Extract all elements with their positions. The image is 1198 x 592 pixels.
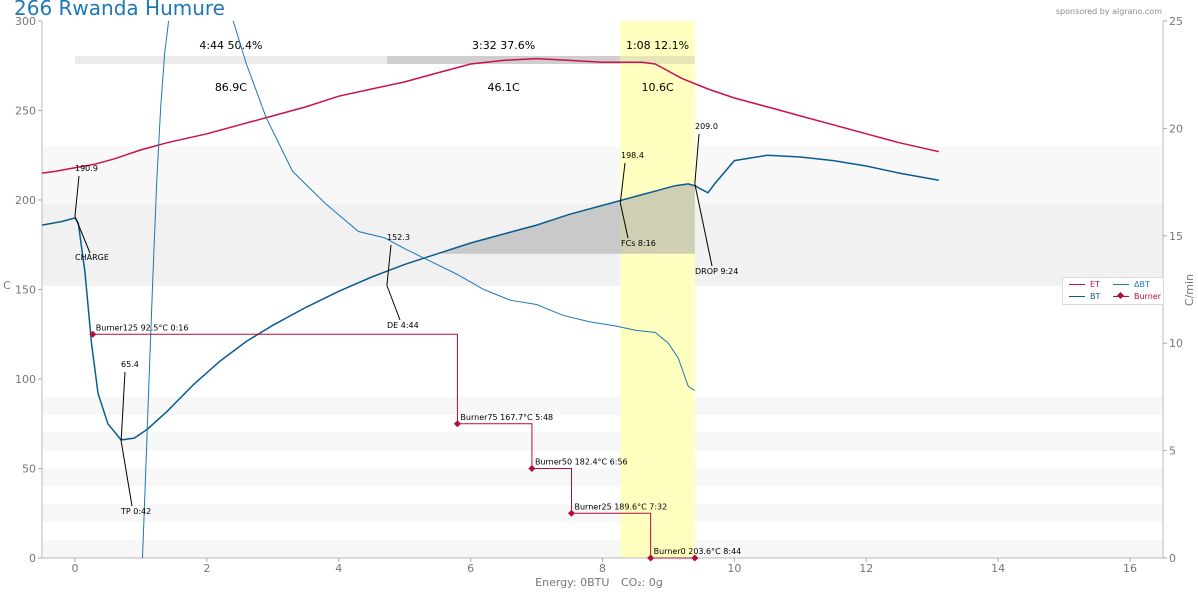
event-value-label: 198.4	[621, 151, 644, 160]
burner-marker	[567, 509, 576, 517]
bg-band-1	[42, 146, 1163, 204]
y-right-tick-label: 0	[1169, 552, 1176, 565]
bg-band-2	[42, 396, 1163, 415]
sponsor-text: sponsored by algrano.com	[1055, 7, 1162, 16]
event-leader-value	[694, 133, 700, 184]
y-right-tick-label: 15	[1169, 230, 1183, 243]
phase-delta-label: 46.1C	[487, 81, 519, 94]
event-value-label: 209.0	[695, 122, 718, 131]
co2-label: CO₂: 0g	[620, 576, 663, 589]
x-tick-label: 10	[727, 562, 741, 575]
burner-label: Burner50 182.4°C 6:56	[535, 458, 628, 467]
event-leader-value	[619, 162, 626, 203]
legend-dbt: ΔBT	[1113, 280, 1150, 289]
x-tick-label: 6	[467, 562, 474, 575]
energy-footer: Energy: 0BTU CO₂: 0g	[0, 576, 1198, 589]
burner-label: Burner75 167.7°C 5:48	[460, 413, 553, 422]
series-line-dbt	[142, 21, 696, 558]
development-area	[404, 183, 695, 254]
x-tick-label: 16	[1123, 562, 1137, 575]
y-left-tick-label: 50	[22, 463, 36, 476]
phase-delta-label: 86.9C	[215, 81, 247, 94]
legend-bt-label: BT	[1090, 292, 1101, 301]
legend-dbt-label: ΔBT	[1134, 280, 1150, 289]
page-title: 266 Rwanda Humure	[14, 0, 225, 20]
phase-delta-label: 10.6C	[641, 81, 673, 94]
x-tick-label: 0	[71, 562, 78, 575]
event-leader-label	[74, 216, 91, 254]
y-right-tick-label: 10	[1169, 337, 1183, 350]
phase-time-label: 1:08 12.1%	[626, 39, 689, 52]
y-right-axis-label: C/min	[1183, 274, 1196, 306]
legend-et: ET	[1069, 280, 1100, 289]
y-left-tick-label: 100	[15, 373, 36, 386]
x-tick-label: 2	[203, 562, 210, 575]
event-leader-value	[120, 371, 126, 441]
burner-marker	[89, 330, 97, 338]
x-tick-label: 4	[335, 562, 342, 575]
x-tick-label: 8	[599, 562, 606, 575]
event-value-label: 65.4	[121, 360, 139, 369]
y-left-axis-label: C	[3, 279, 11, 292]
legend-burner-label: Burner	[1134, 292, 1161, 301]
first-crack-band	[620, 21, 695, 558]
bg-band-4	[42, 468, 1163, 487]
y-right-tick-label: 20	[1169, 122, 1183, 135]
legend-burner: Burner	[1113, 292, 1161, 301]
burner-marker	[528, 464, 536, 473]
event-leader-label	[694, 183, 713, 267]
bg-band-3	[42, 432, 1163, 451]
y-right-tick-label: 5	[1169, 445, 1176, 458]
x-tick-label: 12	[859, 562, 873, 575]
event-leader-label	[619, 202, 629, 239]
y-left-tick-label: 200	[15, 194, 36, 207]
burner-label: Burner125 92.5°C 0:16	[96, 323, 189, 332]
phase-time-label: 3:32 37.6%	[472, 39, 535, 52]
legend-et-label: ET	[1090, 280, 1100, 289]
event-label: CHARGE	[75, 253, 109, 262]
burner-marker	[647, 554, 655, 562]
burner-marker	[691, 554, 699, 562]
burner-label: Burner25 189.6°C 7:32	[575, 502, 668, 511]
phase-bar-2	[620, 56, 695, 64]
event-leader-value	[74, 175, 80, 217]
event-label: DROP 9:24	[695, 267, 738, 276]
event-label: FCs 8:16	[621, 239, 656, 248]
legend: ET BT ΔBT Burner	[1062, 277, 1164, 305]
phase-time-label: 4:44 50.4%	[199, 39, 262, 52]
burner-marker	[453, 420, 461, 428]
y-left-tick-label: 300	[15, 15, 36, 28]
legend-bt: BT	[1069, 292, 1100, 301]
x-tick-label: 14	[991, 562, 1005, 575]
event-value-label: 152.3	[387, 233, 410, 242]
energy-label: Energy: 0BTU	[535, 576, 610, 589]
event-leader-value	[386, 244, 392, 286]
series-line-et	[42, 57, 939, 174]
event-label: DE 4:44	[387, 321, 419, 330]
event-leader-label	[120, 440, 133, 507]
burner-label: Burner0 203.6°C 8:44	[654, 547, 742, 556]
y-left-tick-label: 250	[15, 105, 36, 118]
phase-bar-0	[74, 56, 387, 64]
event-label: TP 0:42	[120, 507, 151, 516]
series-line-bt	[42, 154, 939, 441]
event-value-label: 190.9	[75, 164, 98, 173]
bg-band-6	[42, 540, 1163, 558]
y-left-tick-label: 0	[29, 552, 36, 565]
event-leader-label	[386, 285, 401, 321]
y-left-tick-label: 150	[15, 284, 36, 297]
y-right-tick-label: 25	[1169, 15, 1183, 28]
burner-step-line	[92, 333, 695, 559]
